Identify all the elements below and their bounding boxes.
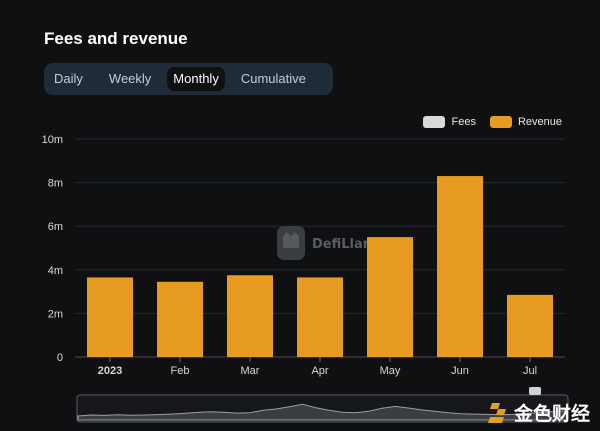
brush-handle[interactable]	[529, 387, 541, 395]
revenue-swatch	[489, 116, 512, 128]
tab-cumulative[interactable]: Cumulative	[240, 71, 306, 86]
brand-text: 金色财经	[514, 403, 591, 425]
y-tick-label: 6m	[48, 221, 63, 233]
y-tick-label: 8m	[48, 178, 63, 190]
jinse-logo-icon	[488, 402, 506, 423]
bar-revenue-jul[interactable]	[507, 294, 553, 357]
chart-legend: Fees Revenue	[423, 116, 562, 128]
bar-revenue-may[interactable]	[367, 237, 413, 357]
brush-sparkline	[77, 403, 568, 421]
tab-weekly[interactable]: Weekly	[108, 71, 152, 86]
y-tick-label: 10m	[42, 134, 63, 146]
bar-revenue-apr[interactable]	[297, 277, 343, 357]
x-tick-label: Jul	[523, 365, 537, 377]
defillama-watermark: DefiLlama	[277, 226, 385, 260]
x-tick-label: Mar	[241, 365, 260, 377]
bar-revenue-jun[interactable]	[437, 176, 483, 357]
x-tick-label: 2023	[98, 365, 122, 377]
page-title: Fees and revenue	[44, 29, 188, 48]
y-tick-label: 2m	[48, 308, 63, 320]
x-tick-label: Apr	[311, 365, 328, 377]
legend-label-revenue: Revenue	[517, 116, 562, 128]
legend-item-revenue[interactable]: Revenue	[489, 116, 562, 128]
x-tick-label: May	[380, 365, 401, 377]
legend-item-fees[interactable]: Fees	[423, 116, 476, 128]
jinse-brand: 金色财经	[486, 399, 590, 426]
tab-daily[interactable]: Daily	[54, 71, 83, 86]
legend-label-fees: Fees	[451, 116, 476, 128]
bar-revenue-2023[interactable]	[87, 277, 133, 357]
y-tick-label: 4m	[48, 265, 63, 277]
bar-revenue-feb[interactable]	[157, 281, 203, 357]
fees-swatch	[423, 116, 446, 128]
period-tabs: Daily Weekly Monthly Cumulative	[44, 63, 333, 95]
y-tick-label: 0	[57, 352, 63, 364]
watermark-llama-icon	[283, 232, 299, 248]
tab-monthly[interactable]: Monthly	[167, 67, 225, 91]
x-tick-label: Feb	[171, 365, 190, 377]
bar-revenue-mar[interactable]	[227, 275, 273, 357]
x-tick-label: Jun	[451, 365, 469, 377]
range-brush[interactable]	[76, 387, 569, 423]
watermark-text: DefiLlama	[312, 237, 385, 252]
